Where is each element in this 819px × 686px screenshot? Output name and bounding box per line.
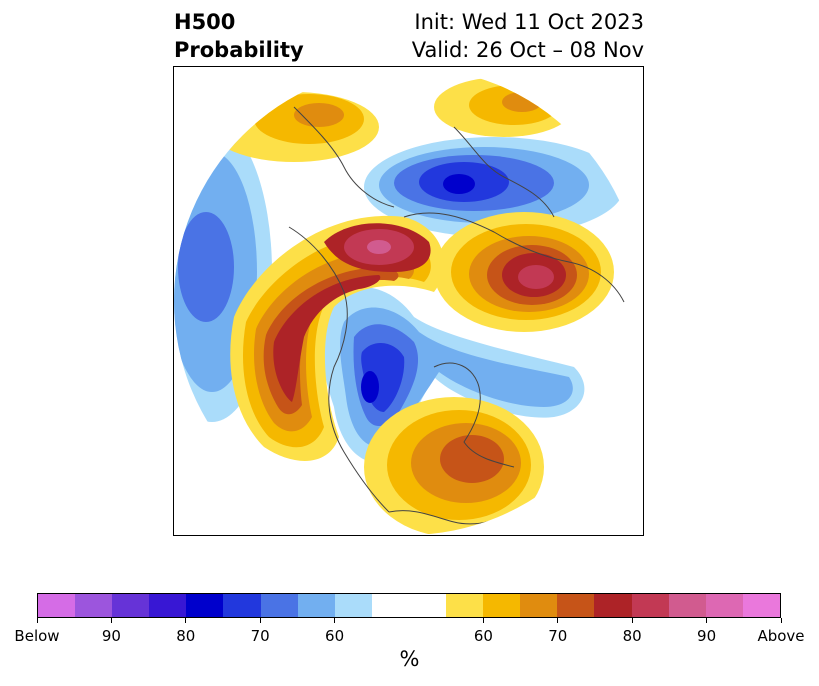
colorbar-tick (706, 618, 708, 623)
colorbar-bin-14 (557, 594, 595, 617)
colorbar-bin-4 (186, 594, 224, 617)
colorbar-unit-label: % (399, 647, 420, 671)
colorbar-tick (631, 618, 633, 623)
title-line-2: Probability (174, 38, 304, 62)
colorbar-tick (185, 618, 187, 623)
map-title: H500 Probability (174, 8, 304, 64)
colorbar-tick-label: 60 (473, 627, 493, 645)
colorbar-tick-label: 70 (250, 627, 270, 645)
colorbar-tick (557, 618, 559, 623)
init-time: Init: Wed 11 Oct 2023 (414, 10, 644, 34)
colorbar-bin-18 (705, 594, 743, 617)
colorbar-tick-label: 60 (325, 627, 345, 645)
colorbar-bin-12 (483, 594, 521, 617)
colorbar-tick-label: 80 (622, 627, 642, 645)
colorbar-bin-5 (223, 594, 261, 617)
title-line-1: H500 (174, 10, 236, 34)
run-info: Init: Wed 11 Oct 2023 Valid: 26 Oct – 08… (412, 8, 644, 64)
colorbar-bin-16 (631, 594, 669, 617)
colorbar-tick-label: 90 (101, 627, 121, 645)
colorbar-bin-7 (297, 594, 335, 617)
colorbar-tick (482, 618, 484, 623)
colorbar-tick-label: 70 (548, 627, 568, 645)
anomaly-eastern-us-ridge (364, 397, 544, 535)
colorbar-bin-11 (446, 594, 484, 617)
colorbar-tick (780, 618, 782, 623)
anomaly-alaska-ridge (230, 215, 444, 461)
colorbar-bin-13 (520, 594, 558, 617)
colorbar-bin-9 (371, 594, 409, 617)
colorbar-bin-2 (112, 594, 150, 617)
colorbar-bin-10 (408, 594, 447, 617)
coastline-lines (288, 106, 625, 525)
map-canvas (174, 67, 642, 535)
colorbar-tick (110, 618, 112, 623)
colorbar-tick-label: Below (14, 627, 60, 645)
anomaly-europe-ridge (434, 212, 614, 332)
colorbar-bin-0 (38, 594, 76, 617)
colorbar-tick-label: 80 (176, 627, 196, 645)
colorbar-bin-17 (668, 594, 706, 617)
probability-map (173, 66, 644, 536)
colorbar-tick (334, 618, 336, 623)
colorbar-tick (36, 618, 38, 623)
colorbar-bin-15 (594, 594, 632, 617)
colorbar-bin-3 (149, 594, 187, 617)
colorbar-bin-1 (75, 594, 113, 617)
colorbar-bin-6 (260, 594, 298, 617)
colorbar-tick (259, 618, 261, 623)
colorbar-ticks: Below 90 80 70 60 60 70 80 90 Above (14, 618, 805, 648)
anomaly-greenland-trough (364, 137, 624, 237)
colorbar-tick-label: 90 (697, 627, 717, 645)
colorbar-tick-label: Above (757, 627, 805, 645)
colorbar-bin-8 (334, 594, 372, 617)
probability-colorbar (37, 593, 781, 618)
colorbar-bin-19 (742, 594, 780, 617)
valid-period: Valid: 26 Oct – 08 Nov (411, 38, 644, 62)
